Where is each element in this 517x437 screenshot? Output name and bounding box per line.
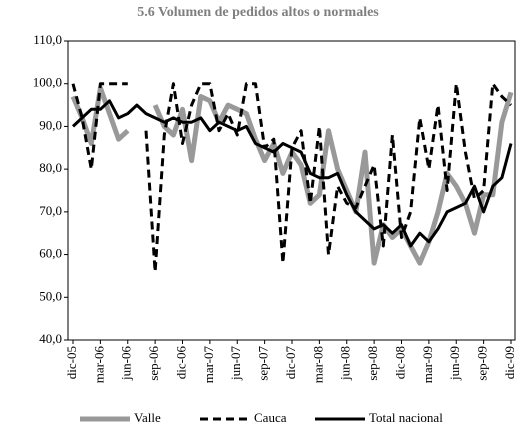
x-tick-label: mar-09 [420, 346, 435, 383]
y-tick-label: 40,0 [39, 331, 62, 346]
x-tick-label: sep-09 [475, 346, 490, 381]
x-tick-label: mar-06 [91, 346, 106, 384]
y-tick-label: 60,0 [39, 246, 62, 261]
x-tick-label: mar-07 [201, 346, 216, 384]
x-tick-label: mar-08 [310, 346, 325, 383]
x-tick-label: jun-08 [338, 346, 353, 381]
x-tick-label: dic-06 [173, 346, 188, 380]
x-tick-label: sep-06 [146, 346, 161, 381]
y-tick-label: 70,0 [39, 203, 62, 218]
x-tick-label: jun-06 [119, 346, 134, 381]
x-tick-label: sep-08 [365, 346, 380, 381]
series-line [71, 82, 513, 274]
legend-label: Cauca [254, 410, 287, 425]
y-tick-label: 100,0 [33, 75, 62, 90]
x-tick-label: dic-07 [283, 346, 298, 380]
series-line [71, 99, 513, 248]
y-tick-label: 110,0 [33, 32, 62, 47]
x-tick-label: jun-07 [228, 346, 243, 381]
y-tick-label: 90,0 [39, 117, 62, 132]
x-tick-label: dic-09 [502, 346, 517, 379]
legend-label: Total nacional [369, 410, 443, 425]
y-tick-label: 50,0 [39, 288, 62, 303]
legend-label: Valle [134, 410, 161, 425]
x-tick-label: jun-09 [447, 346, 462, 381]
x-tick-label: sep-07 [256, 346, 271, 381]
chart-title: 5.6 Volumen de pedidos altos o normales [137, 5, 379, 20]
x-tick-label: dic-08 [392, 346, 407, 379]
x-tick-label: dic-05 [64, 346, 79, 379]
y-tick-label: 80,0 [39, 160, 62, 175]
